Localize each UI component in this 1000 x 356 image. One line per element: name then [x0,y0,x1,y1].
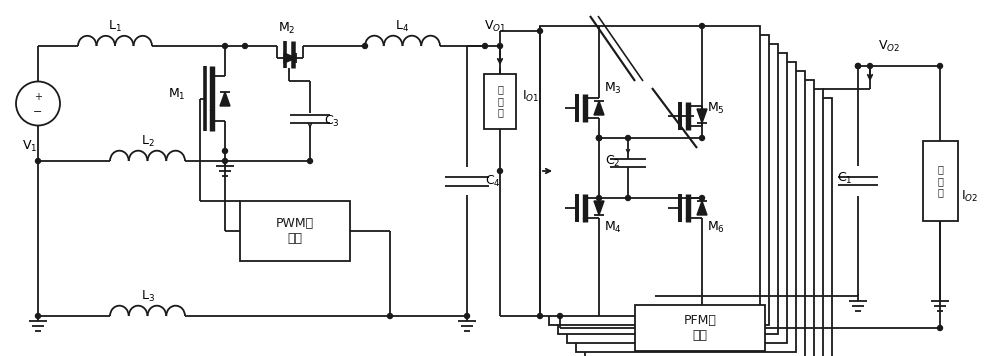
Circle shape [36,314,40,319]
Bar [612,98,832,356]
Bar [635,305,765,351]
Bar [484,73,516,129]
Text: L$_3$: L$_3$ [141,289,154,304]
Bar [576,62,796,352]
Text: I$_{O1}$: I$_{O1}$ [522,88,539,104]
Circle shape [856,63,860,68]
Bar [558,44,778,334]
Text: M$_2$: M$_2$ [278,21,296,36]
Circle shape [938,325,942,330]
Text: M$_6$: M$_6$ [707,220,725,235]
Circle shape [498,43,503,48]
Text: C$_4$: C$_4$ [485,173,501,189]
Text: I$_{O2}$: I$_{O2}$ [961,188,978,204]
Text: M$_3$: M$_3$ [604,81,622,96]
Text: V$_{O1}$: V$_{O1}$ [484,19,506,34]
Circle shape [498,168,503,173]
Bar [549,35,769,325]
Circle shape [538,314,542,319]
Bar [567,53,787,343]
Bar [603,89,823,356]
Bar [240,201,350,261]
Circle shape [464,314,470,319]
Circle shape [700,195,704,200]
Circle shape [868,63,872,68]
Text: C$_1$: C$_1$ [837,171,853,185]
Text: L$_2$: L$_2$ [141,134,154,149]
Text: M$_1$: M$_1$ [168,87,186,101]
Circle shape [596,136,602,141]
Polygon shape [697,109,707,123]
Circle shape [222,148,228,153]
Circle shape [856,63,860,68]
Polygon shape [284,53,296,63]
Text: 整
流
器: 整 流 器 [937,164,943,198]
Text: PFM控
制器: PFM控 制器 [684,314,716,342]
Circle shape [242,43,248,48]
Circle shape [482,43,488,48]
Bar [922,141,958,221]
Text: −: − [33,106,43,116]
Text: +: + [34,91,42,101]
Text: M$_5$: M$_5$ [707,100,725,116]
Circle shape [388,314,392,319]
Text: V$_{O2}$: V$_{O2}$ [878,39,900,54]
Circle shape [700,136,704,141]
Text: L$_4$: L$_4$ [395,19,410,34]
Circle shape [596,136,602,141]
Bar [540,26,760,316]
Bar [594,80,814,356]
Circle shape [222,158,228,163]
Text: C$_3$: C$_3$ [324,114,340,129]
Polygon shape [220,92,230,106]
Text: L$_1$: L$_1$ [108,19,122,34]
Circle shape [538,28,542,33]
Text: V$_1$: V$_1$ [22,138,38,153]
Polygon shape [594,101,604,115]
Circle shape [558,314,562,319]
Polygon shape [594,201,604,215]
Circle shape [626,195,631,200]
Circle shape [938,63,942,68]
Text: M$_4$: M$_4$ [604,220,622,235]
Polygon shape [697,201,707,215]
Circle shape [700,23,704,28]
Circle shape [308,158,312,163]
Circle shape [596,195,602,200]
Circle shape [626,136,631,141]
Circle shape [36,158,40,163]
Circle shape [362,43,368,48]
Text: PWM控
制器: PWM控 制器 [276,217,314,245]
Text: 整
流
器: 整 流 器 [497,84,503,117]
Circle shape [222,43,228,48]
Circle shape [596,136,602,141]
Bar [585,71,805,356]
Text: C$_2$: C$_2$ [605,153,620,168]
